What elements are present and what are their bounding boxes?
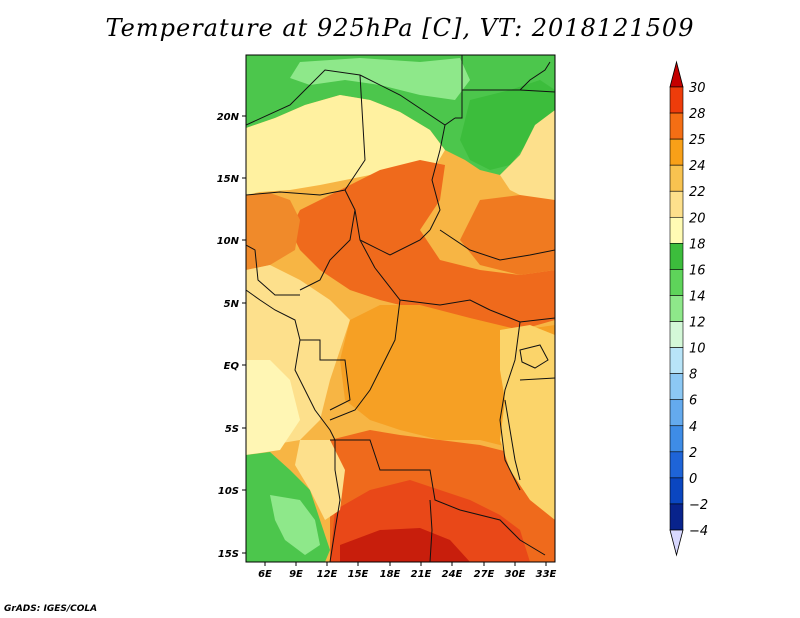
colorbar-segment	[669, 138, 684, 166]
colorbar-segment	[669, 347, 684, 374]
colorbar-label: 2	[689, 446, 697, 461]
lat-label-5n: 5N	[224, 299, 240, 310]
border-libya-chad	[359, 74, 456, 126]
colorbar-label: 20	[689, 211, 706, 226]
colorbar-segment	[669, 477, 684, 505]
colorbar-segment	[669, 112, 684, 140]
colorbar-segment	[669, 451, 684, 479]
lat-label-5s: 5S	[225, 424, 239, 435]
border-angola-zambia	[429, 499, 433, 562]
region-southwest-yellow	[295, 440, 345, 520]
colorbar-label: 4	[689, 420, 697, 435]
border-sudan-southsudan	[439, 229, 555, 261]
region-south-red	[340, 528, 470, 562]
colorbar-label: −2	[689, 498, 708, 513]
region-north-lightgreen	[290, 58, 470, 100]
border-gabon	[300, 339, 351, 411]
border-drc-east	[499, 321, 521, 491]
chart-title: Temperature at 925hPa [C], VT: 201812150…	[105, 14, 695, 42]
colorbar-segment	[669, 164, 684, 192]
border-niger-nigeria	[246, 189, 346, 196]
redsea-coast	[519, 61, 551, 91]
lon-label-27e: 27E	[474, 569, 495, 580]
lon-label-12e: 12E	[317, 569, 338, 580]
lon-label-30e: 30E	[505, 569, 526, 580]
lat-axis: 20N 15N 10N 5N EQ 5S 10S 15S	[217, 112, 246, 560]
colorbar-label: 22	[689, 185, 706, 200]
lon-label-6e: 6E	[258, 569, 272, 580]
region-coast-paleyellow	[246, 360, 300, 455]
colorbar-segment	[669, 399, 684, 427]
lon-label-15e: 15E	[348, 569, 369, 580]
grads-credit: GrADS: IGES/COLA	[4, 604, 98, 614]
colorbar-label: 25	[689, 133, 706, 148]
lat-label-eq: EQ	[224, 361, 240, 372]
colorbar-label: 6	[689, 394, 697, 409]
border-congo-drc	[329, 299, 401, 421]
colorbar-top-arrow	[669, 60, 684, 88]
colorbar-segment	[669, 243, 684, 270]
lon-label-9e: 9E	[289, 569, 303, 580]
colorbar-segment	[669, 216, 684, 244]
border-egypt-sudan	[455, 55, 463, 119]
region-southwest-lightgreen	[270, 495, 320, 555]
border-drc-angola	[330, 439, 461, 511]
lon-label-21e: 21E	[411, 569, 432, 580]
map-frame	[245, 54, 556, 563]
temperature-field	[246, 55, 555, 562]
colorbar-segment	[669, 190, 684, 218]
colorbar-segment	[669, 295, 684, 322]
colorbar-label: 12	[689, 316, 706, 331]
border-tanzania	[519, 377, 555, 381]
colorbar-segment	[669, 321, 684, 348]
colorbar-label: 28	[689, 107, 706, 122]
colorbar-label: 16	[689, 263, 706, 278]
colorbar-segment	[669, 425, 684, 453]
lon-label-18e: 18E	[380, 569, 401, 580]
colorbar-label: 8	[689, 368, 697, 383]
lon-axis: 6E 9E 12E 15E 18E 21E 24E 27E 30E 33E	[258, 562, 557, 580]
coast-gulf	[246, 244, 300, 296]
lat-label-15n: 15N	[217, 174, 240, 185]
country-borders	[246, 55, 555, 562]
colorbar-bottom-arrow	[669, 529, 684, 557]
lon-label-33e: 33E	[536, 569, 557, 580]
border-libya-niger	[246, 69, 361, 126]
colorbar-segment	[669, 373, 684, 401]
colorbar-label: −4	[689, 524, 708, 539]
region-central-orange	[290, 160, 555, 330]
lat-label-10n: 10N	[217, 236, 240, 247]
border-cameroon-chad	[354, 209, 376, 269]
region-northeast-green	[460, 80, 555, 170]
colorbar-segment	[669, 269, 684, 296]
colorbar-label: 10	[689, 342, 706, 357]
lake-victoria	[519, 344, 549, 369]
border-niger-chad	[344, 74, 366, 191]
lat-label-15s: 15S	[218, 549, 239, 560]
lat-label-10s: 10S	[218, 486, 239, 497]
region-east-yellow	[500, 110, 555, 200]
border-chad-car	[359, 229, 431, 256]
border-car-south	[374, 267, 491, 311]
colorbar-label: 18	[689, 237, 706, 252]
colorbar-label: 0	[689, 472, 697, 487]
lon-label-24e: 24E	[442, 569, 463, 580]
border-chad-sudan	[429, 124, 446, 231]
colorbar-segment	[669, 86, 684, 114]
region-highlands-yellow	[500, 325, 555, 520]
lake-tanganyika	[504, 399, 521, 481]
region-west-orange	[246, 193, 300, 270]
colorbar-label: 30	[689, 81, 706, 96]
colorbar-label: 14	[689, 289, 706, 304]
lat-label-20n: 20N	[217, 112, 240, 123]
coast-west	[246, 289, 341, 562]
border-nigeria-cameroon	[299, 189, 356, 291]
colorbar-segment	[669, 503, 684, 531]
border-zambia-east	[459, 509, 546, 556]
colorbar-label: 24	[689, 159, 706, 174]
